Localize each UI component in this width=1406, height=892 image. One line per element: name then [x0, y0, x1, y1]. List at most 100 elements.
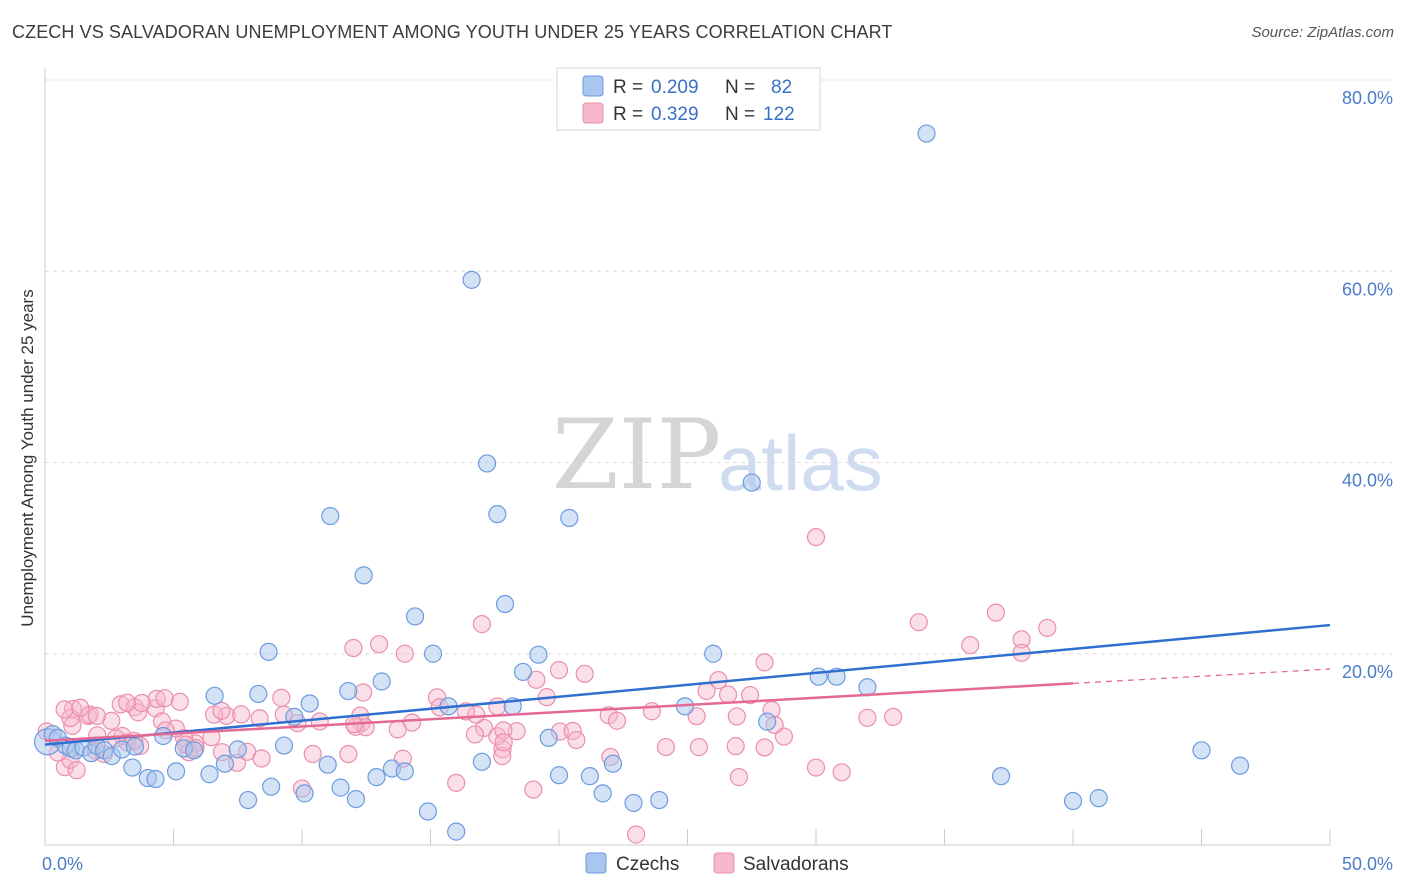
legend-swatch-czechs	[582, 75, 604, 97]
salvadorans-point	[474, 718, 494, 738]
czechs-point	[1192, 741, 1211, 760]
czechs-point	[603, 754, 623, 773]
czechs-point	[462, 270, 481, 289]
salvadorans-trend-extension	[1072, 668, 1331, 685]
czechs-point	[205, 686, 224, 705]
salvadorans-point	[575, 664, 594, 683]
salvadorans-point	[155, 689, 174, 708]
czechs-point	[624, 793, 643, 813]
czechs-point	[259, 642, 278, 661]
y-tick-labels: 20.0% 40.0% 60.0% 80.0%	[1342, 88, 1393, 682]
salvadorans-point	[493, 746, 512, 766]
salvadorans-point	[1038, 618, 1057, 638]
czechs-point	[395, 762, 414, 781]
x-tick-label-max: 50.0%	[1342, 854, 1393, 874]
salvadorans-point	[524, 780, 543, 799]
salvadorans-point	[488, 697, 507, 716]
salvadorans-point	[729, 768, 749, 787]
source-credit: Source: ZipAtlas.com	[1251, 24, 1394, 41]
czechs-point	[123, 758, 142, 777]
salvadorans-point	[527, 670, 546, 689]
czechs-point	[321, 506, 340, 526]
salvadorans-point	[689, 738, 709, 757]
legend-czechs-n-label: N =	[725, 77, 755, 98]
czechs-point	[166, 762, 186, 781]
salvadorans-point	[1012, 630, 1031, 649]
x-tick-label-min: 0.0%	[42, 854, 83, 874]
salvadorans-point	[395, 644, 414, 663]
salvadorans-point	[727, 707, 746, 726]
salvadorans-point	[250, 709, 269, 728]
salvadorans-point	[687, 707, 706, 726]
legend-salvadorans-n-value: 122	[763, 104, 795, 125]
salvadorans-point	[726, 737, 745, 756]
salvadorans-point	[909, 613, 928, 632]
series-legend-swatch-czechs	[585, 852, 607, 874]
salvadorans-point	[303, 744, 322, 764]
salvadorans-point	[740, 685, 760, 705]
salvadorans-point	[71, 698, 90, 717]
czechs-point	[650, 790, 669, 810]
czechs-point	[354, 566, 373, 585]
salvadorans-point	[563, 721, 582, 741]
czechs-point	[423, 644, 443, 663]
czechs-point	[262, 777, 281, 796]
salvadorans-point	[806, 527, 826, 547]
czechs-point	[472, 752, 491, 771]
salvadorans-point	[117, 693, 137, 712]
czechs-point	[339, 681, 358, 701]
czechs-point	[367, 768, 386, 787]
legend-salvadorans-n-label: N =	[725, 104, 755, 125]
salvadorans-point	[642, 702, 661, 721]
salvadorans-point	[832, 763, 851, 782]
salvadorans-point	[465, 725, 485, 744]
czechs-point	[295, 784, 314, 803]
trend-lines	[44, 623, 1331, 746]
salvadorans-point	[494, 733, 513, 752]
czechs-point	[704, 644, 723, 663]
watermark: ZIP atlas	[552, 399, 883, 511]
y-axis-label: Unemployment Among Youth under 25 years	[18, 289, 37, 626]
salvadorans-point	[986, 603, 1006, 622]
czechs-point	[549, 766, 569, 785]
salvadorans-trend-line	[44, 682, 1074, 743]
legend-czechs-r-value: 0.209	[651, 77, 699, 98]
czechs-point	[228, 740, 247, 759]
salvadorans-point	[755, 738, 774, 757]
czechs-point	[146, 769, 165, 789]
czechs-point	[488, 505, 507, 524]
salvadorans-point	[472, 615, 491, 634]
salvadorans-point	[344, 638, 363, 658]
czechs-point	[238, 790, 258, 810]
salvadorans-point	[80, 705, 99, 724]
czechs-point	[539, 728, 558, 748]
salvadorans-point	[252, 749, 271, 768]
axes	[44, 68, 1331, 846]
salvadorans-point	[858, 708, 877, 727]
salvadorans-point	[232, 705, 251, 724]
salvadorans-point	[388, 720, 407, 739]
salvadorans-point	[111, 695, 130, 714]
czechs-point	[495, 594, 515, 614]
stats-legend: R = 0.209 N = 82 R = 0.329 N = 122	[556, 67, 821, 131]
czechs-point	[300, 694, 319, 713]
y-tick-label-60: 60.0%	[1342, 279, 1393, 299]
salvadorans-point	[656, 737, 676, 757]
y-tick-label-20: 20.0%	[1342, 662, 1393, 682]
czechs-point	[593, 784, 612, 803]
salvadorans-point	[806, 758, 826, 777]
salvadorans-point	[370, 635, 389, 654]
czechs-point	[529, 645, 548, 664]
salvadorans-point	[339, 744, 358, 764]
legend-czechs-r-label: R =	[613, 77, 643, 98]
czechs-point	[858, 678, 877, 697]
czechs-point	[184, 741, 204, 760]
czechs-point	[331, 778, 350, 797]
czechs-point	[125, 737, 145, 756]
series-legend-salvadorans: Salvadorans	[743, 854, 849, 875]
salvadorans-point	[67, 761, 86, 780]
czechs-point	[1063, 791, 1083, 811]
salvadorans-point	[55, 700, 74, 719]
salvadorans-point	[507, 722, 526, 741]
y-tick-label-40: 40.0%	[1342, 471, 1393, 491]
